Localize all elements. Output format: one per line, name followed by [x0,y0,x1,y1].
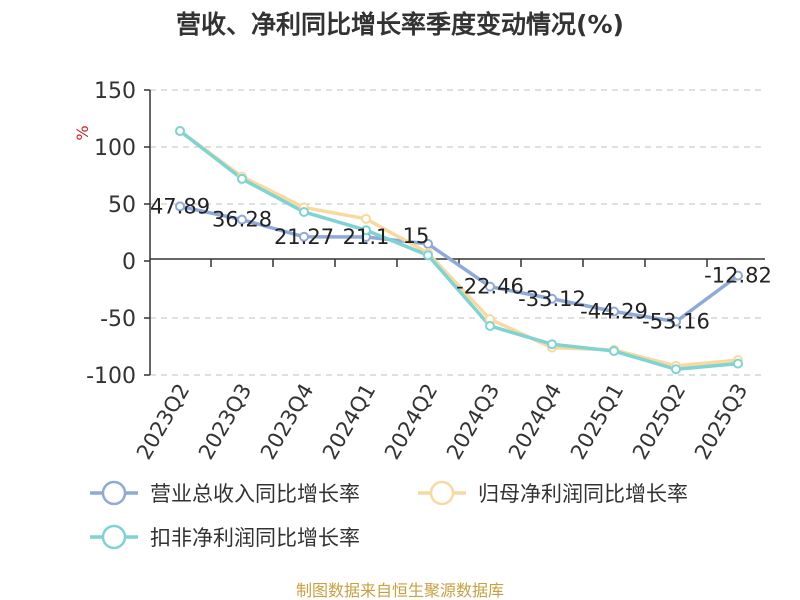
legend-item-2[interactable]: 扣非净利润同比增长率 [90,524,360,550]
data-label-2024Q2: 15 [403,224,430,248]
data-label-2024Q1: 21.1 [343,225,390,249]
point-s0-2023Q3 [237,214,247,225]
point-s0-2024Q3 [485,281,495,292]
series-lines [175,126,743,375]
legend-item-1[interactable]: 归母净利润同比增长率 [418,480,688,506]
x-tick-label-2025Q3: 2025Q3 [690,380,752,464]
legend-label-1: 归母净利润同比增长率 [478,482,688,506]
point-s2-2025Q2 [671,364,681,375]
x-tick-label-2024Q3: 2024Q3 [442,380,504,464]
data-label-2024Q3: -22.46 [456,275,524,299]
y-tick-label-5: -100 [86,364,136,389]
x-tick-label-2025Q2: 2025Q2 [628,380,690,464]
data-label-2025Q3: -12.82 [704,264,772,288]
legend-marker-1 [429,480,455,506]
point-s0-2025Q2 [671,316,681,327]
legend-marker-2 [101,524,127,550]
y-axis-unit: % [73,125,92,140]
point-s2-2024Q4 [547,339,557,350]
series-line-1 [178,129,740,368]
data-label-2023Q3: 36.28 [212,208,272,232]
point-s0-2023Q4 [299,231,309,242]
y-tick-label-0: 150 [94,79,136,104]
y-tick-label-3: 0 [122,250,136,275]
x-tick-label-2024Q1: 2024Q1 [318,380,380,464]
point-s2-2024Q3 [485,320,495,331]
legend-marker-0 [101,480,127,506]
x-tick-label-2023Q2: 2023Q2 [132,380,194,464]
data-label-2025Q1: -44.29 [580,299,648,323]
point-s2-2024Q1 [361,225,371,236]
x-tick-label-2025Q1: 2025Q1 [566,380,628,464]
point-s0-2024Q4 [547,293,557,304]
data-label-2025Q2: -53.16 [642,310,710,334]
legend-label-2: 扣非净利润同比增长率 [150,526,360,550]
legend-label-0: 营业总收入同比增长率 [150,482,360,506]
point-s0-2025Q1 [609,306,619,317]
data-label-2023Q4: 21.27 [274,225,334,249]
y-tick-label-2: 50 [108,193,136,218]
point-s1-2024Q1 [361,213,371,224]
point-s2-2023Q4 [299,206,309,217]
point-s2-2023Q3 [237,173,247,184]
point-s2-2025Q3 [733,358,743,369]
point-s2-2025Q1 [609,346,619,357]
point-s0-2024Q2 [423,238,433,249]
data-label-2024Q4: -33.12 [518,287,586,311]
point-s2-2023Q2 [175,126,185,137]
point-s0-2025Q3 [733,270,743,281]
x-tick-label-2023Q4: 2023Q4 [256,380,318,464]
point-s0-2023Q2 [175,201,185,212]
source-note: 制图数据来自恒生聚源数据库 [296,581,504,600]
chart-title: 营收、净利同比增长率季度变动情况(%) [176,10,624,39]
grid-lines [150,89,765,376]
y-tick-label-1: 100 [94,136,136,161]
x-tick-label-2024Q4: 2024Q4 [504,380,566,464]
legend-item-0[interactable]: 营业总收入同比增长率 [90,480,360,506]
point-s2-2024Q2 [423,250,433,261]
series-line-2 [178,129,740,372]
x-tick-label-2024Q2: 2024Q2 [380,380,442,464]
y-tick-label-4: -50 [100,307,136,332]
series-line-0 [178,204,740,324]
data-label-2023Q2: 47.89 [150,194,210,218]
x-tick-label-2023Q3: 2023Q3 [194,380,256,464]
